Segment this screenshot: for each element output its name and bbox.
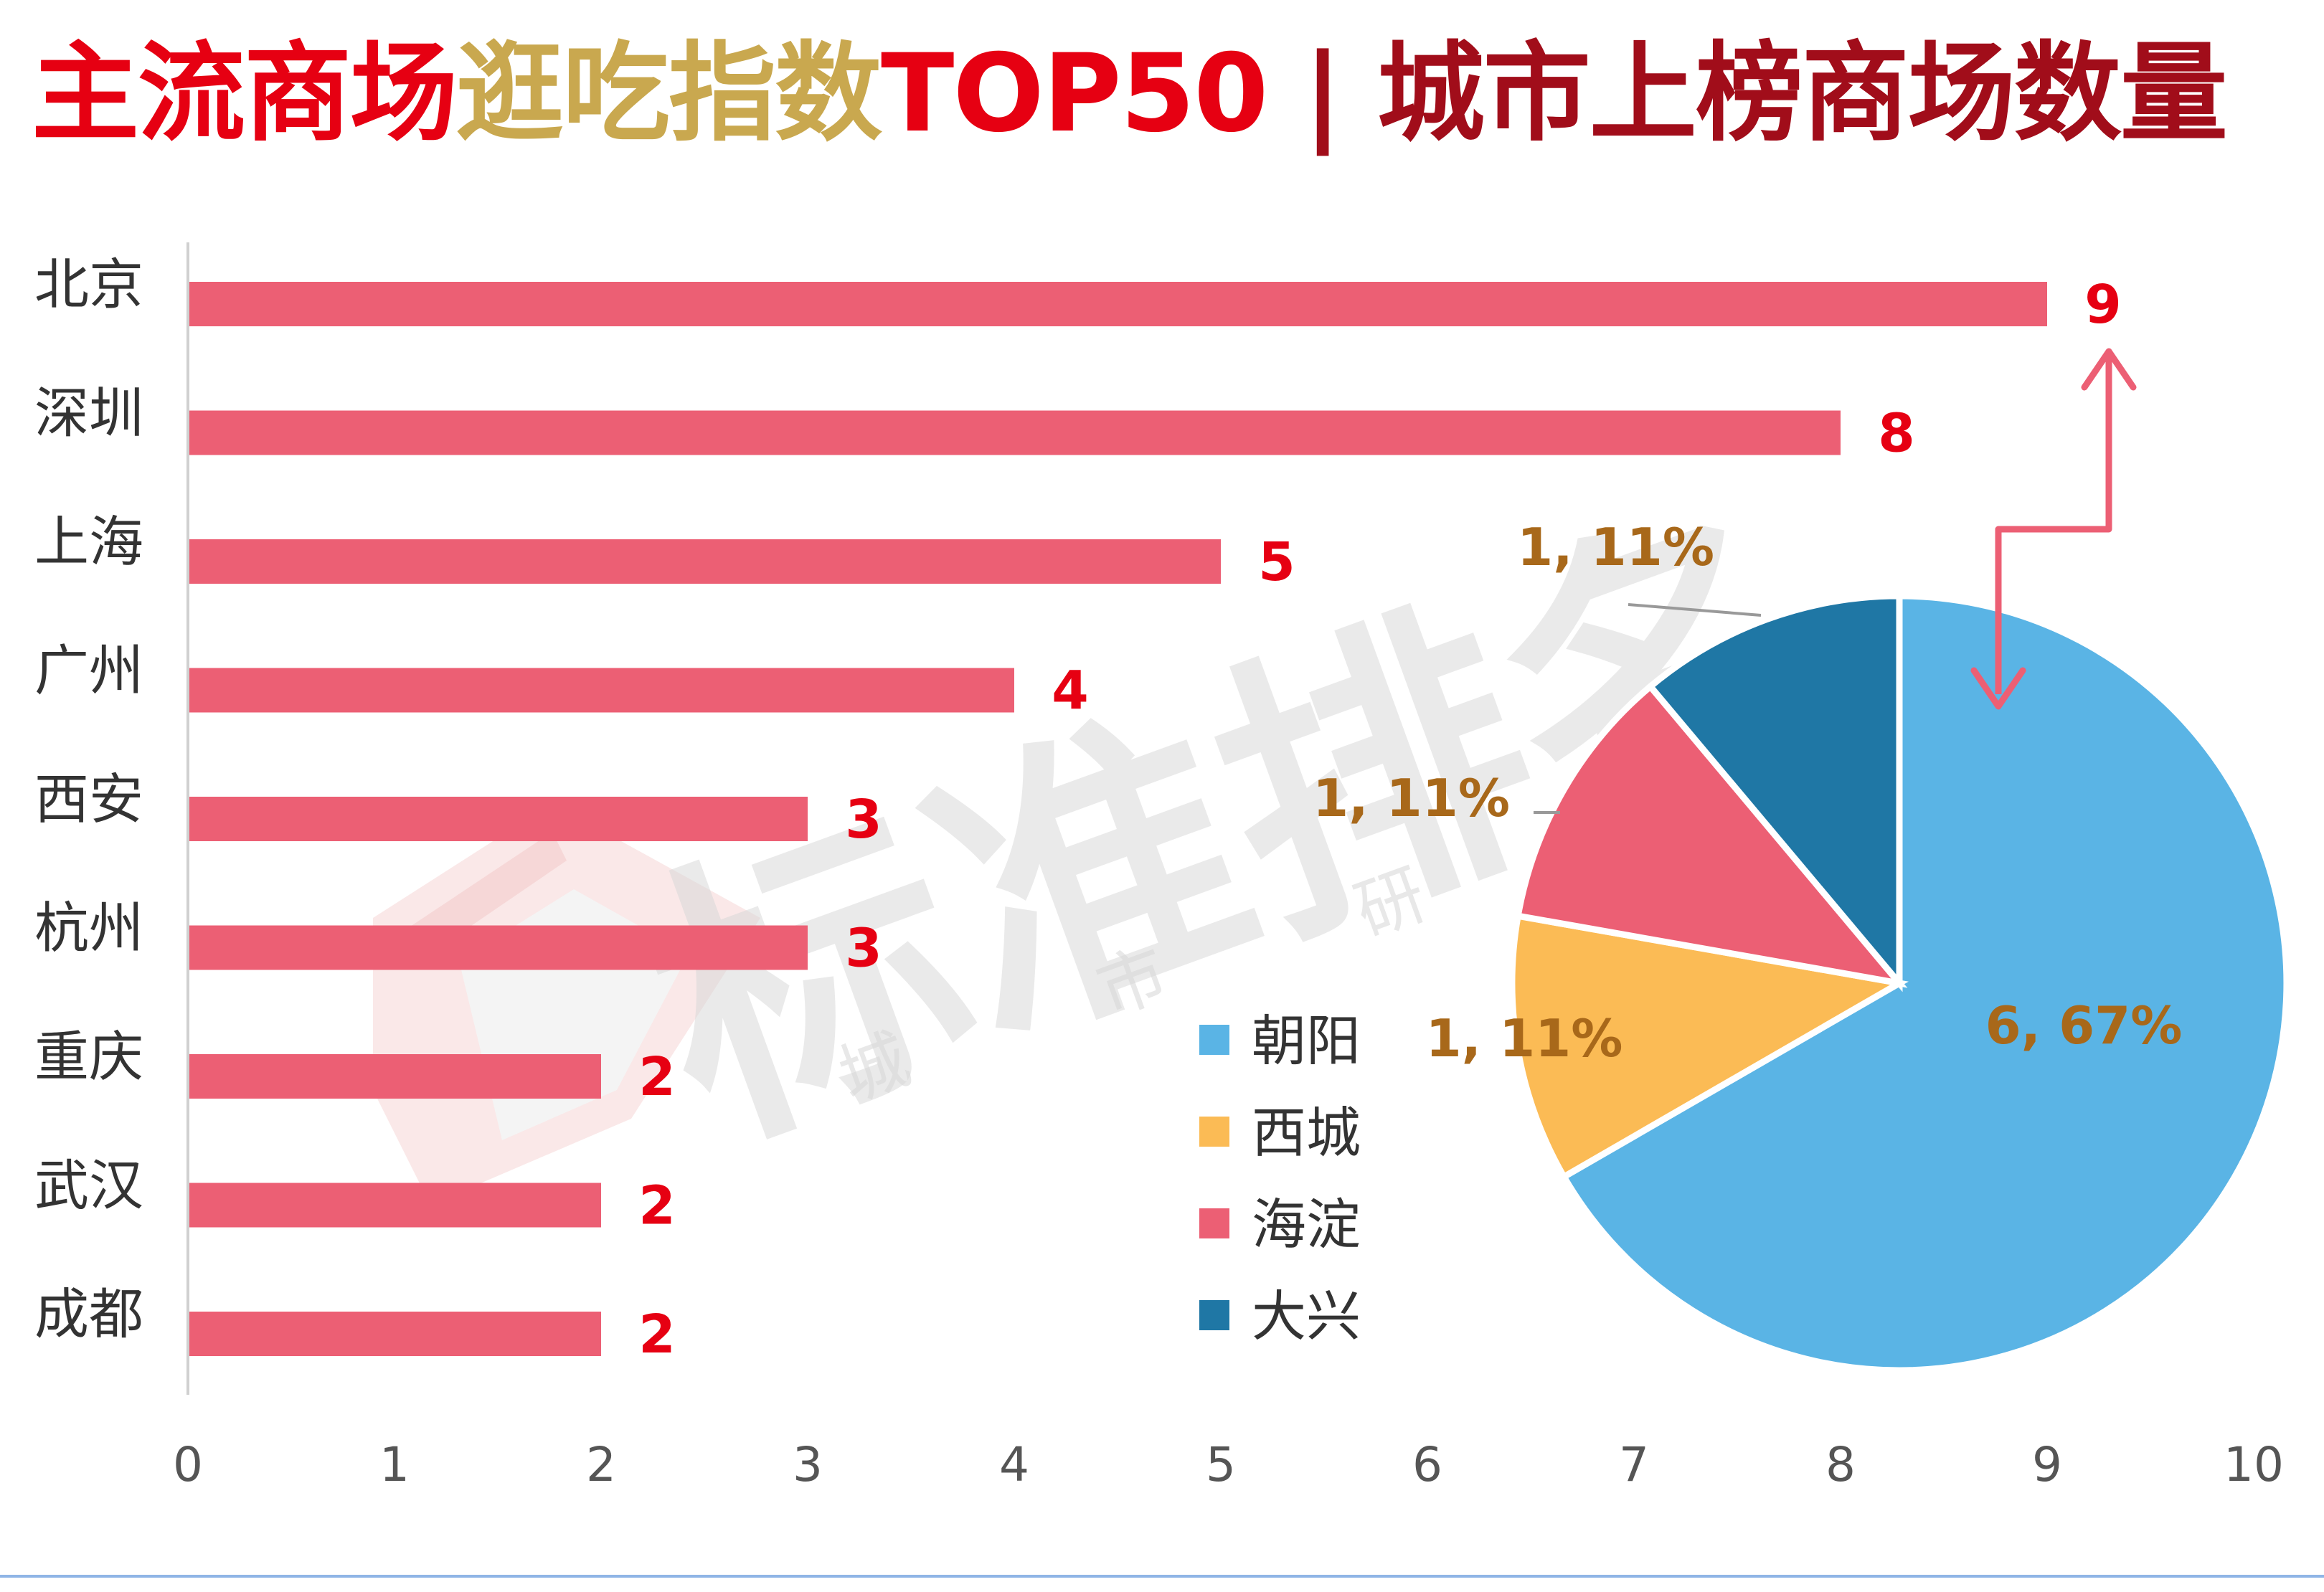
category-label: 深圳 — [34, 382, 143, 445]
pie-slice — [1513, 681, 1908, 988]
category-label: 重庆 — [34, 1025, 143, 1089]
legend-label: 西城 — [1252, 1101, 1361, 1165]
bar-value-label: 2 — [638, 1304, 676, 1365]
title-part-main: 主流商场 — [32, 32, 458, 156]
category-label: 杭州 — [34, 896, 143, 960]
bar-value-label: 2 — [638, 1175, 676, 1237]
x-tick-label: 6 — [1412, 1437, 1442, 1492]
leader-line — [1628, 603, 1762, 617]
category-label: 武汉 — [34, 1154, 143, 1218]
title-part-highlight: 逛吃指数 — [456, 32, 882, 156]
x-tick-label: 0 — [173, 1437, 203, 1492]
bar — [189, 668, 1014, 713]
bar — [189, 282, 2047, 326]
connector-arrow — [1995, 351, 2112, 694]
legend-swatch — [1199, 1117, 1229, 1147]
bar-value-label: 9 — [2084, 274, 2122, 336]
legend-swatch — [1199, 1208, 1229, 1238]
category-label: 北京 — [34, 252, 143, 316]
bar-value-label: 3 — [845, 789, 882, 851]
legend-swatch — [1199, 1300, 1229, 1330]
x-tick-label: 1 — [379, 1437, 410, 1492]
pie-slice — [1559, 592, 2290, 1374]
pie-chart: 6, 67% 1, 11% 1, 11% 1, 11% — [1313, 348, 2290, 1374]
bar — [189, 1312, 601, 1356]
legend-swatch — [1199, 1025, 1229, 1055]
category-label: 广州 — [34, 639, 143, 703]
bar — [189, 1183, 601, 1228]
category-label: 成都 — [34, 1282, 143, 1346]
x-tick-label: 7 — [1619, 1437, 1649, 1492]
pie-value-label: 1, 11% — [1426, 1008, 1623, 1069]
pie-value-label: 1, 11% — [1313, 768, 1510, 828]
bar — [189, 410, 1841, 455]
arrow-head-up-icon — [2081, 348, 2137, 391]
legend-label: 海淀 — [1252, 1193, 1361, 1256]
x-tick-label: 2 — [586, 1437, 616, 1492]
x-tick-label: 8 — [1825, 1437, 1856, 1492]
pie-slice — [1508, 911, 1909, 1182]
pie-slice — [1645, 592, 1903, 992]
arrow-head-down-icon — [1970, 667, 2026, 710]
x-tick-label: 10 — [2224, 1437, 2284, 1492]
bottom-rule — [0, 1575, 2324, 1578]
title-part-subtitle: 城市上榜商场数量 — [1376, 32, 2228, 156]
bar — [189, 925, 808, 970]
x-tick-label: 5 — [1206, 1437, 1236, 1492]
bar-chart: 北京 9 深圳 8 上海 5 广州 4 西安 3 杭州 3 重庆 2 武汉 2 成都 2 0 1 2 3 4 5 6 7 8 9 10 — [34, 242, 2284, 1492]
title-separator: | — [1267, 32, 1377, 156]
x-tick-label: 9 — [2032, 1437, 2062, 1492]
legend-label: 大兴 — [1252, 1284, 1361, 1348]
title-part-top: TOP50 — [881, 32, 1269, 156]
chart-title: 主流商场逛吃指数TOP50 | 城市上榜商场数量 — [32, 27, 2228, 162]
bar-value-label: 4 — [1052, 660, 1089, 722]
bar — [189, 539, 1221, 584]
category-label: 上海 — [34, 510, 143, 574]
x-tick-label: 4 — [999, 1437, 1029, 1492]
bar-value-label: 3 — [845, 918, 882, 980]
bar-value-label: 5 — [1258, 531, 1295, 593]
pie-value-label: 6, 67% — [1985, 995, 2183, 1056]
legend-label: 朝阳 — [1252, 1009, 1361, 1073]
category-label: 西安 — [34, 767, 143, 831]
x-tick-label: 3 — [793, 1437, 823, 1492]
bar — [189, 797, 808, 841]
bar-value-label: 2 — [638, 1046, 676, 1108]
pie-value-label: 1, 11% — [1517, 517, 1714, 577]
bar — [189, 1054, 601, 1099]
bar-value-label: 8 — [1878, 403, 1915, 465]
